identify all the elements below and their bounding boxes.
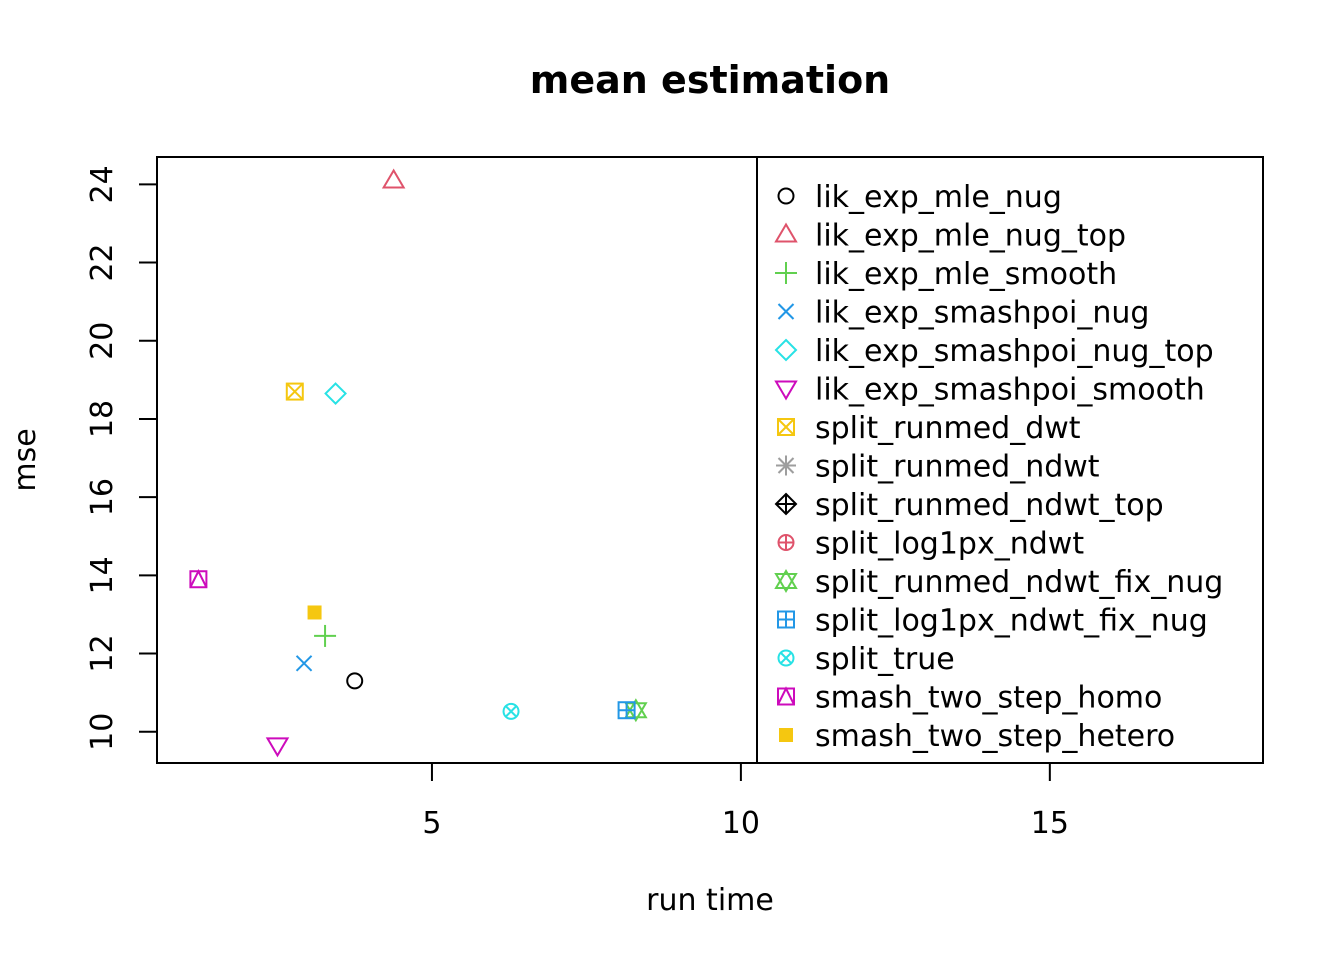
legend-item: lik_exp_mle_smooth xyxy=(775,257,1117,292)
y-tick-label: 24 xyxy=(85,165,120,203)
y-tick-label: 20 xyxy=(85,322,120,360)
y-axis-label: mse xyxy=(8,428,43,491)
legend-marker xyxy=(777,418,795,436)
legend-box xyxy=(756,156,1264,764)
y-tick-label: 10 xyxy=(85,713,120,751)
legend-label: split_runmed_ndwt_top xyxy=(815,488,1164,523)
legend-marker xyxy=(777,610,795,629)
legend-item: split_runmed_ndwt xyxy=(776,450,1100,485)
x-axis: 5 10 15 xyxy=(422,763,1069,841)
legend-label: split_runmed_ndwt xyxy=(815,450,1100,485)
legend-label: smash_two_step_hetero xyxy=(815,719,1175,754)
legend-label: smash_two_step_homo xyxy=(815,681,1162,716)
legend-marker xyxy=(775,262,797,284)
legend-marker xyxy=(774,222,798,243)
legend-label: split_runmed_ndwt_fix_nug xyxy=(815,565,1223,600)
legend-item: split_runmed_ndwt_top xyxy=(774,488,1164,523)
point-lik-exp-smashpoi-nug xyxy=(295,655,313,672)
legend-item: split_true xyxy=(777,642,955,677)
legend-marker xyxy=(776,455,796,476)
legend-marker xyxy=(777,534,795,551)
legend-marker xyxy=(777,187,795,205)
legend-item: split_log1px_ndwt xyxy=(777,527,1084,562)
legend-item: lik_exp_mle_nug_top xyxy=(774,219,1126,254)
legend-label: lik_exp_smashpoi_nug xyxy=(815,296,1149,331)
y-tick-label: 14 xyxy=(85,556,120,594)
legend-label: split_runmed_dwt xyxy=(815,411,1081,446)
y-tick-label: 12 xyxy=(85,634,120,672)
y-axis: 10 12 14 16 18 20 22 24 xyxy=(85,165,157,751)
x-tick-label: 5 xyxy=(422,806,441,841)
legend-label: split_log1px_ndwt_fix_nug xyxy=(815,604,1208,639)
legend-marker xyxy=(777,303,795,320)
y-tick-label: 22 xyxy=(85,243,120,281)
point-split-log1px-ndwt-fix-nug xyxy=(617,701,636,720)
data-points xyxy=(189,168,648,758)
legend-label: lik_exp_mle_nug xyxy=(815,180,1062,215)
point-smash-two-step-homo xyxy=(189,569,208,589)
point-smash-two-step-hetero xyxy=(307,605,322,620)
legend-label: lik_exp_smashpoi_smooth xyxy=(815,373,1205,408)
chart-title: mean estimation xyxy=(530,58,890,102)
legend-item: lik_exp_smashpoi_nug_top xyxy=(774,334,1214,369)
point-split-runmed-ndwt-fix-nug xyxy=(624,698,648,723)
point-split-runmed-dwt xyxy=(285,382,304,401)
legend-marker xyxy=(774,569,798,593)
point-lik-exp-smashpoi-smooth xyxy=(265,737,290,758)
legend-marker xyxy=(777,686,795,706)
x-tick-label: 10 xyxy=(722,806,760,841)
point-split-true xyxy=(502,702,520,720)
point-lik-exp-mle-smooth xyxy=(314,624,337,647)
legend-marker xyxy=(779,728,793,742)
legend-marker xyxy=(774,338,798,362)
legend-label: split_true xyxy=(815,642,955,677)
legend-marker xyxy=(777,649,795,667)
legend-marker xyxy=(774,380,798,401)
legend-item: smash_two_step_hetero xyxy=(779,719,1175,754)
point-lik-exp-mle-nug-top xyxy=(381,168,406,189)
legend-label: lik_exp_smashpoi_nug_top xyxy=(815,334,1214,369)
legend-label: lik_exp_mle_smooth xyxy=(815,257,1117,292)
y-tick-label: 16 xyxy=(85,478,120,516)
legend-label: split_log1px_ndwt xyxy=(815,527,1084,562)
legend-item: split_log1px_ndwt_fix_nug xyxy=(777,604,1208,639)
legend-item: lik_exp_smashpoi_smooth xyxy=(774,373,1205,408)
legend-item: lik_exp_smashpoi_nug xyxy=(777,296,1149,331)
legend-item: lik_exp_mle_nug xyxy=(777,180,1062,215)
x-tick-label: 15 xyxy=(1031,806,1069,841)
y-tick-label: 18 xyxy=(85,400,120,438)
legend: lik_exp_mle_nuglik_exp_mle_nug_toplik_ex… xyxy=(756,156,1264,764)
legend-item: split_runmed_ndwt_fix_nug xyxy=(774,565,1223,600)
legend-item: smash_two_step_homo xyxy=(777,681,1162,716)
x-axis-label: run time xyxy=(646,883,774,918)
point-lik-exp-mle-nug xyxy=(346,672,364,690)
legend-item: split_runmed_dwt xyxy=(777,411,1081,446)
point-lik-exp-smashpoi-nug-top xyxy=(324,382,347,405)
legend-label: lik_exp_mle_nug_top xyxy=(815,219,1126,254)
legend-marker xyxy=(774,492,798,516)
